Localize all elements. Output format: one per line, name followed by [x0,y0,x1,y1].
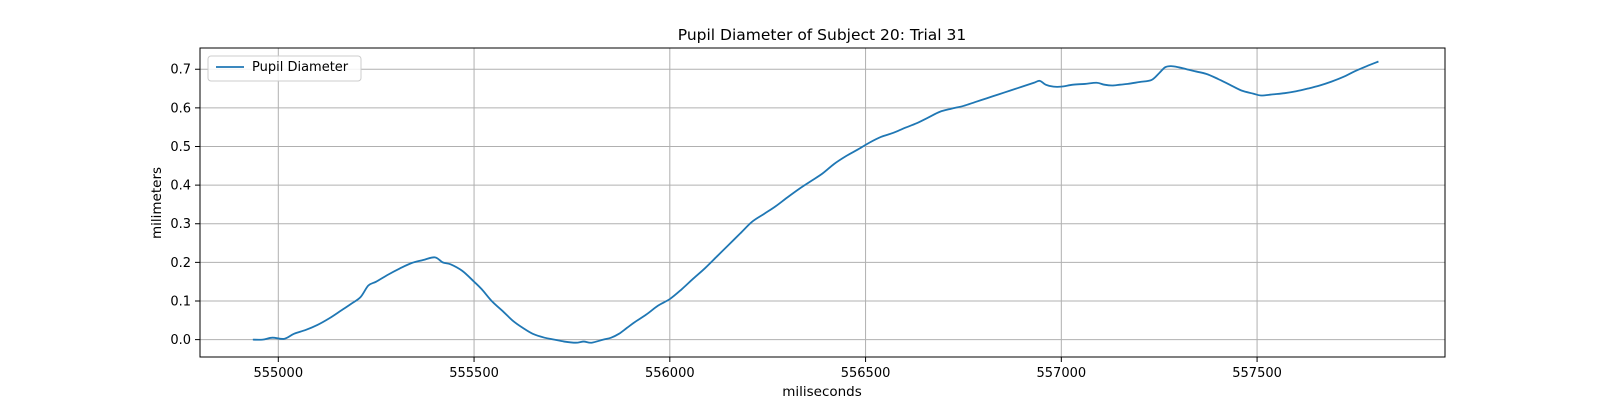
grid [200,48,1445,357]
legend-label: Pupil Diameter [252,60,349,75]
chart-title: Pupil Diameter of Subject 20: Trial 31 [678,26,967,44]
x-axis: 555000 555500 556000 556500 557000 557500 [253,357,1282,381]
y-tick-label: 0.1 [170,294,191,309]
x-axis-title: miliseconds [782,384,862,400]
y-axis: 0.0 0.1 0.2 0.3 0.4 0.5 0.6 0.7 [170,63,200,348]
x-tick-label: 556000 [645,366,695,381]
legend-box [207,55,362,82]
series-layer [252,60,1379,344]
x-tick-label: 555000 [253,366,303,381]
x-tick-label: 557500 [1232,366,1282,381]
y-axis-title: milimeters [149,167,165,239]
y-tick-label: 0.4 [170,179,191,194]
series-line-pupil-diameter [252,60,1379,344]
y-tick-label: 0.3 [170,217,191,232]
y-tick-label: 0.7 [170,63,191,78]
x-tick-label: 556500 [841,366,891,381]
y-tick-label: 0.5 [170,140,191,155]
legend: Pupil Diameter [207,55,362,82]
plot-frame [199,47,1446,358]
y-tick-label: 0.2 [170,256,191,271]
y-tick-label: 0.6 [170,101,191,116]
y-tick-label: 0.0 [170,333,191,348]
x-tick-label: 555500 [449,366,499,381]
x-tick-label: 557000 [1037,366,1087,381]
